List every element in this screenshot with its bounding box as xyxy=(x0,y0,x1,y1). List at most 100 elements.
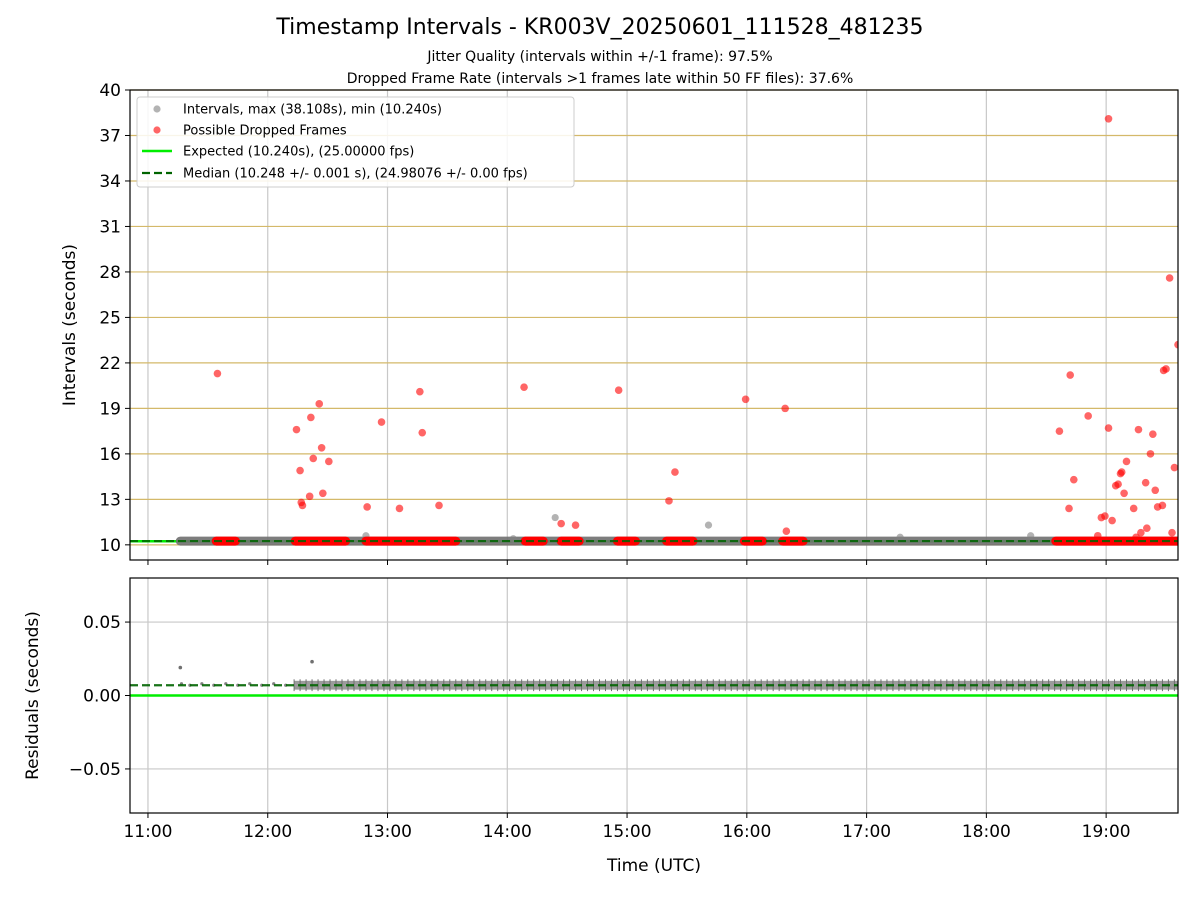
dropped-point xyxy=(1101,512,1109,520)
intervals-plot-area xyxy=(130,115,1178,546)
dropped-point xyxy=(298,501,307,510)
legend-marker-intervals xyxy=(153,105,161,113)
legend: Intervals, max (38.108s), min (10.240s) P… xyxy=(136,96,575,188)
dropped-point xyxy=(1066,371,1075,379)
y-tick-label: 19 xyxy=(99,399,121,419)
legend-label-dropped: Possible Dropped Frames xyxy=(183,124,347,139)
dropped-point xyxy=(571,521,580,529)
y-tick-label: 25 xyxy=(99,308,121,328)
dropped-point xyxy=(1174,340,1178,349)
dropped-point xyxy=(1093,531,1102,540)
dropped-point xyxy=(1141,478,1150,487)
dropped-point xyxy=(1162,365,1170,373)
chart-titles: Timestamp Intervals - KR003V_20250601_11… xyxy=(0,0,1200,90)
dropped-point xyxy=(363,503,371,511)
y-tick-label: 16 xyxy=(99,445,121,465)
legend-label-intervals: Intervals, max (38.108s), min (10.240s) xyxy=(183,103,442,118)
dropped-point xyxy=(614,386,623,394)
dropped-point xyxy=(296,466,304,475)
dropped-point xyxy=(305,492,314,501)
dropped-point xyxy=(1143,524,1151,532)
dropped-point xyxy=(671,468,679,476)
dropped-point xyxy=(1065,504,1073,513)
y-tick-label-residual: 0.00 xyxy=(83,687,121,707)
dropped-point xyxy=(1149,430,1157,438)
dropped-point xyxy=(325,457,333,466)
dropped-point xyxy=(1168,528,1176,537)
interval-point xyxy=(1027,532,1035,540)
dropped-point xyxy=(741,395,750,404)
y-tick-label-residual: 0.05 xyxy=(83,613,121,633)
x-tick-label: 11:00 xyxy=(123,822,172,842)
chart-subtitle-dropped: Dropped Frame Rate (intervals >1 frames … xyxy=(346,71,854,87)
y-tick-label: 10 xyxy=(99,536,121,556)
intervals-frame xyxy=(129,89,1179,561)
dropped-point xyxy=(781,404,789,413)
y-tick-label: 22 xyxy=(99,354,121,374)
x-tick-label: 17:00 xyxy=(842,822,891,842)
dropped-point xyxy=(418,428,427,437)
y-tick-label: 28 xyxy=(99,263,121,283)
interval-point xyxy=(896,533,904,541)
residual-outlier xyxy=(178,665,183,670)
residual-outlier xyxy=(310,659,314,664)
x-tick-label: 16:00 xyxy=(722,822,771,842)
dropped-point xyxy=(435,501,443,510)
dropped-point xyxy=(1132,533,1140,542)
y-axis-label-intervals: Intervals (seconds) xyxy=(60,244,80,406)
y-tick-label: 13 xyxy=(99,490,121,510)
legend-marker-dropped xyxy=(153,126,161,134)
legend-label-expected: Expected (10.240s), (25.00000 fps) xyxy=(183,145,414,160)
x-tick-label: 19:00 xyxy=(1082,822,1131,842)
dropped-point xyxy=(557,519,565,528)
y-tick-label: 31 xyxy=(99,217,121,237)
dropped-point xyxy=(1151,486,1160,495)
interval-point xyxy=(704,521,713,529)
dropped-point xyxy=(1114,480,1122,488)
dropped-point xyxy=(1108,516,1116,525)
dropped-point xyxy=(1104,424,1113,432)
dropped-point xyxy=(213,369,222,378)
dropped-point xyxy=(1134,425,1143,434)
x-tick-label: 18:00 xyxy=(962,822,1011,842)
dropped-point xyxy=(1104,115,1113,123)
y-tick-label: 34 xyxy=(99,172,121,192)
y-tick-label-residual: −0.05 xyxy=(69,760,121,780)
interval-point xyxy=(551,513,559,522)
dropped-point xyxy=(416,387,424,396)
dropped-point xyxy=(1146,450,1155,458)
dropped-point xyxy=(292,425,301,434)
x-tick-label: 15:00 xyxy=(603,822,652,842)
dropped-point xyxy=(520,383,528,391)
legend-label-median: Median (10.248 +/- 0.001 s), (24.98076 +… xyxy=(183,167,528,182)
dropped-point xyxy=(1117,468,1126,476)
residuals-frame xyxy=(129,577,1179,814)
dropped-point xyxy=(1084,412,1092,420)
dropped-point xyxy=(377,418,386,426)
dropped-point xyxy=(319,489,327,498)
dropped-point xyxy=(665,497,673,505)
x-tick-label: 14:00 xyxy=(483,822,532,842)
chart-subtitle-jitter: Jitter Quality (intervals within +/-1 fr… xyxy=(427,49,773,65)
dropped-point xyxy=(315,400,324,408)
y-tick-label: 40 xyxy=(99,81,121,101)
dropped-point xyxy=(317,444,326,452)
dropped-point xyxy=(1158,501,1167,510)
dropped-point xyxy=(1165,274,1174,282)
y-axis-label-residuals: Residuals (seconds) xyxy=(23,611,43,780)
dropped-point xyxy=(395,504,404,513)
dropped-point xyxy=(1055,427,1064,435)
dropped-point xyxy=(309,454,318,463)
chart-title: Timestamp Intervals - KR003V_20250601_11… xyxy=(276,15,924,40)
residuals-plot-area xyxy=(130,659,1178,697)
dropped-point xyxy=(1129,504,1138,513)
dropped-point xyxy=(1137,528,1145,537)
residuals-plot: 11:00 12:00 13:00 14:00 15:00 16:00 17:00 18:00… xyxy=(23,577,1179,876)
dropped-point xyxy=(1122,457,1131,466)
dropped-point xyxy=(1069,475,1078,484)
x-tick-label: 13:00 xyxy=(363,822,412,842)
dropped-point xyxy=(307,413,315,422)
dropped-point xyxy=(782,527,791,535)
dropped-point xyxy=(1120,489,1128,498)
